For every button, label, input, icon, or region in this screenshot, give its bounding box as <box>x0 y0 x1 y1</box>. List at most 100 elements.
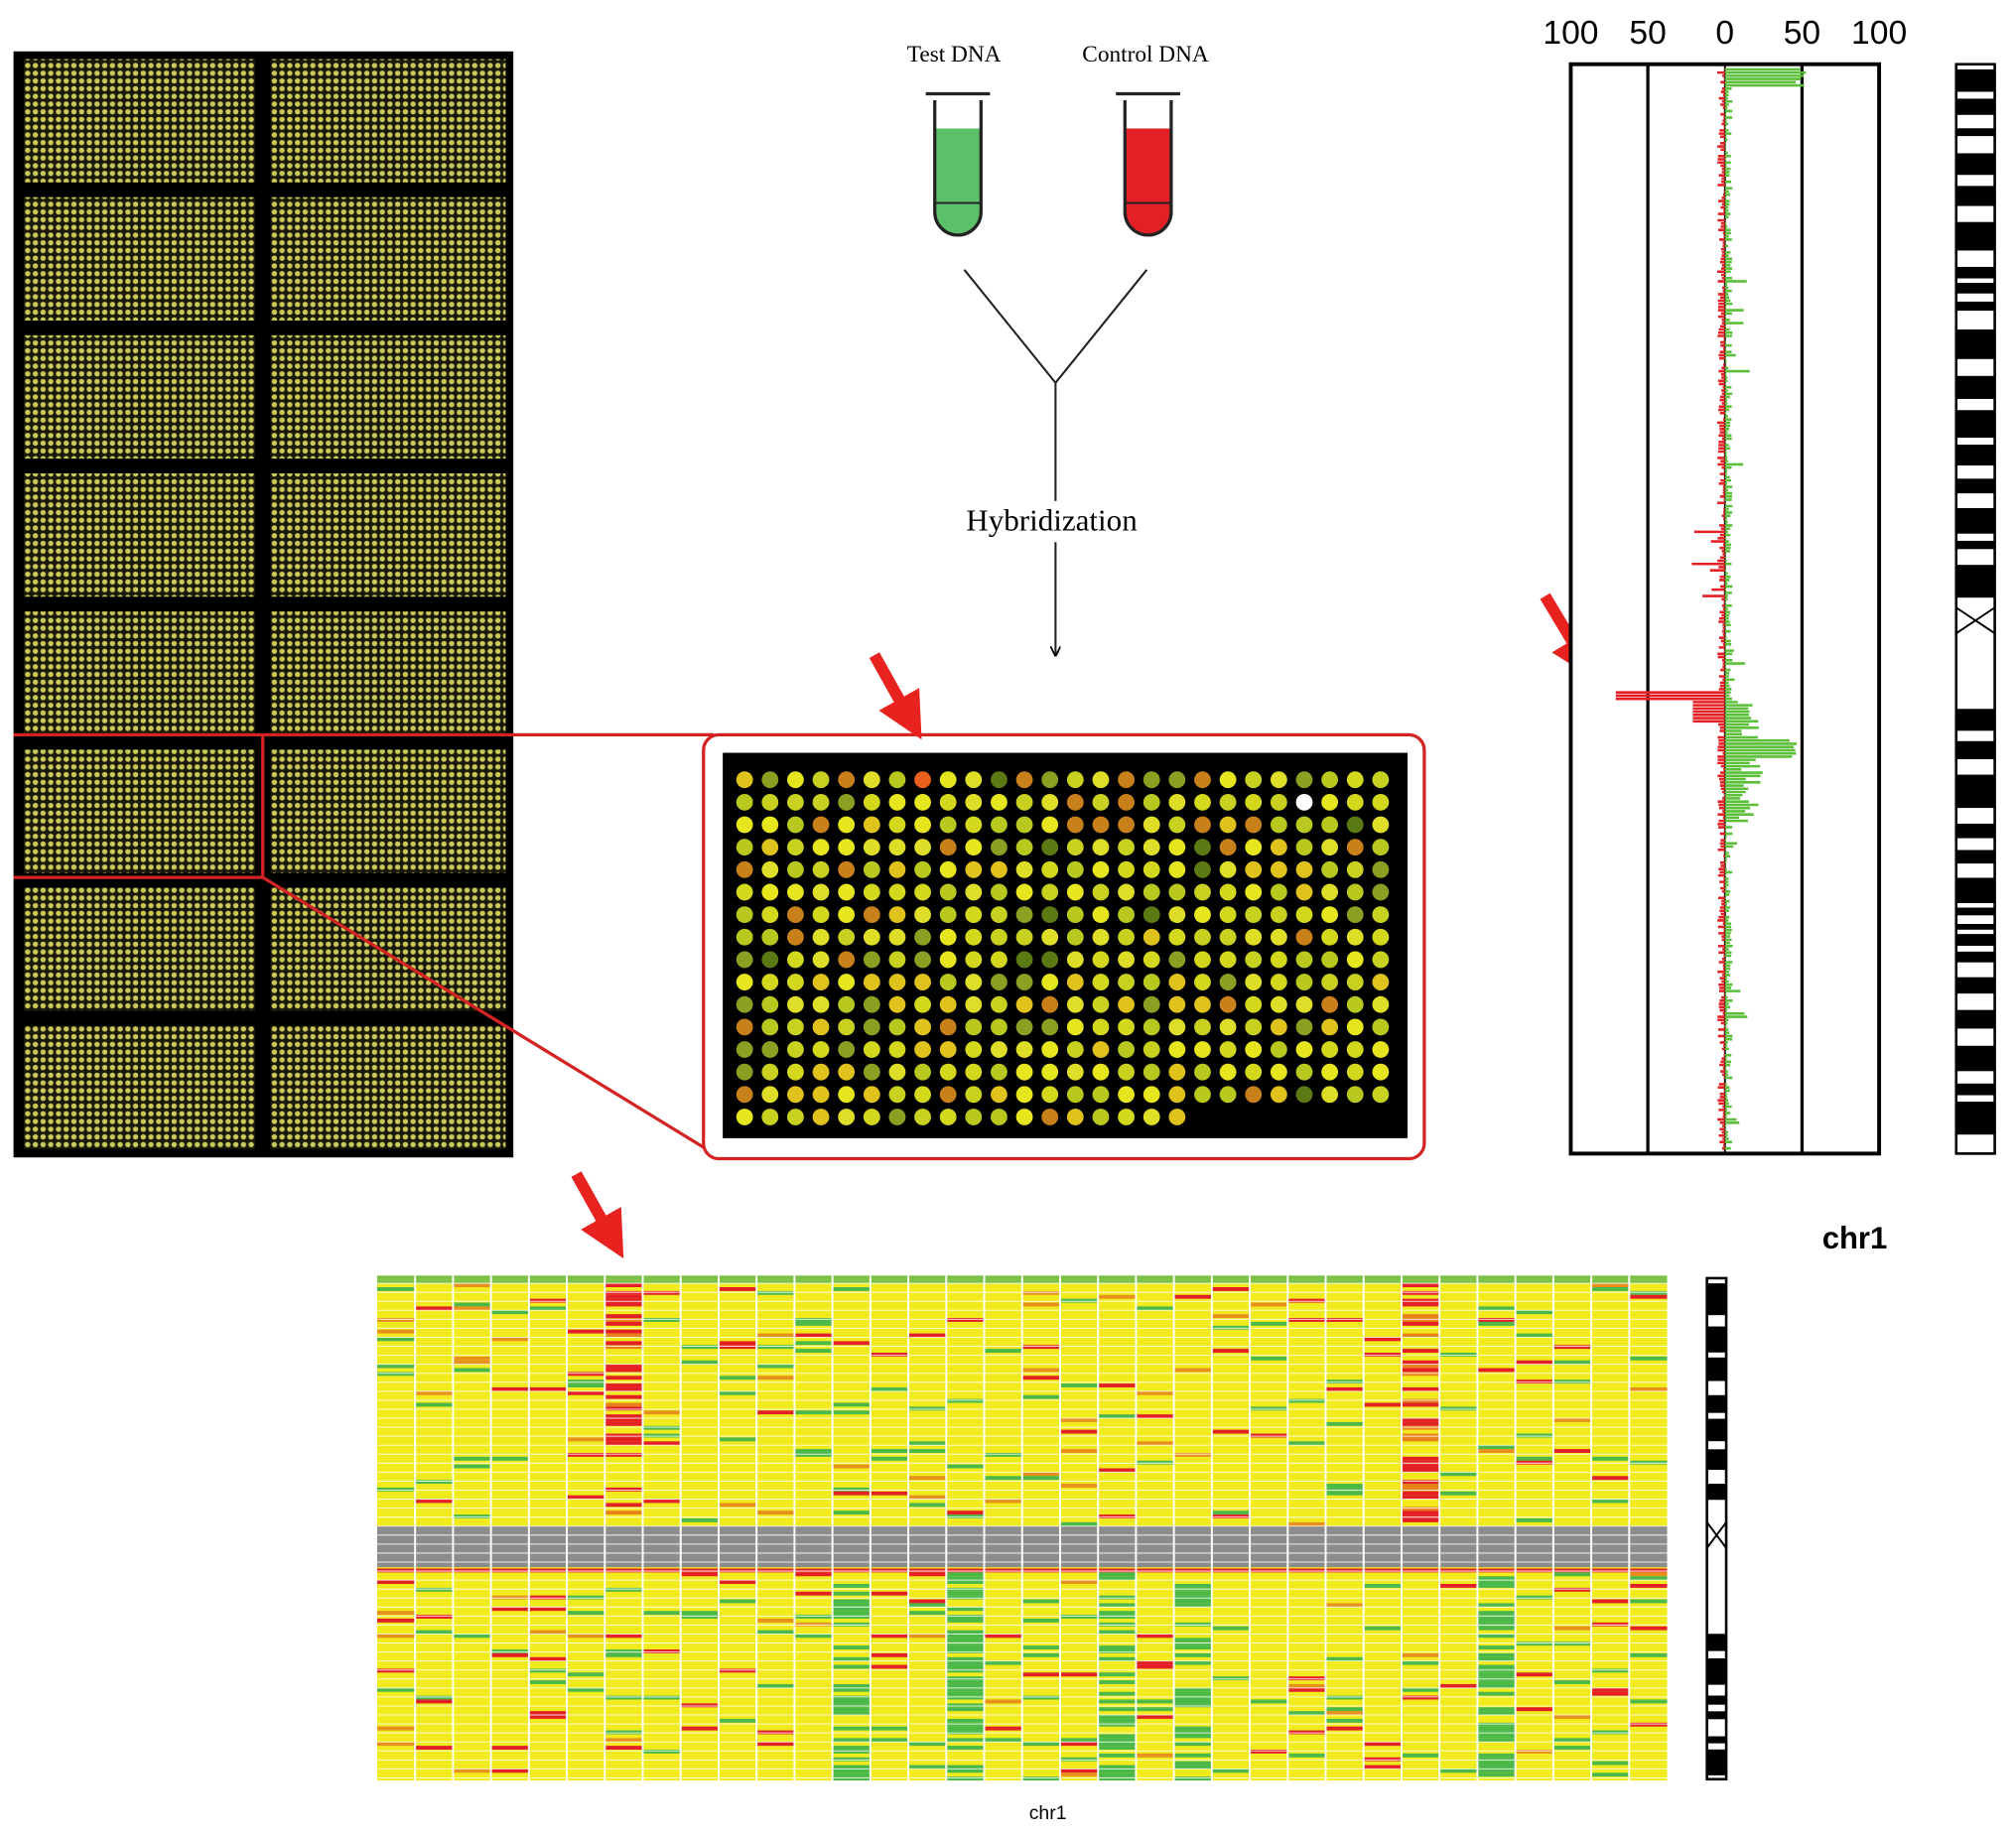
heat-cell <box>453 1302 491 1307</box>
spot <box>939 839 957 856</box>
spot <box>786 1063 804 1081</box>
spot <box>1295 1018 1313 1036</box>
heat-cell <box>1211 1314 1251 1319</box>
heat-cell <box>1059 1521 1099 1526</box>
spot <box>1245 793 1263 811</box>
heat-cell <box>605 1318 643 1322</box>
heat-cell <box>1173 1730 1212 1735</box>
heat-cell <box>1059 1279 1099 1284</box>
heat-cell <box>1363 1742 1402 1747</box>
spot <box>1295 906 1313 924</box>
heat-cell <box>1059 1429 1099 1434</box>
heat-cell <box>832 1622 871 1627</box>
heat-cell <box>1136 1441 1174 1446</box>
heat-cell <box>490 1649 529 1653</box>
spot <box>1092 995 1110 1013</box>
heat-cell <box>528 1568 568 1573</box>
spot <box>761 1109 779 1125</box>
spot <box>736 1086 753 1104</box>
heat-cell <box>946 1398 985 1403</box>
heat-cell <box>1287 1441 1326 1446</box>
heat-cell <box>832 1603 871 1608</box>
heat-cell <box>1211 1275 1251 1280</box>
heat-cell <box>1401 1368 1440 1373</box>
heat-cell <box>946 1703 985 1708</box>
heat-cell <box>946 1683 985 1688</box>
heat-cell <box>1477 1676 1516 1681</box>
heat-cell <box>946 1660 985 1665</box>
ideogram-band <box>1955 934 1995 947</box>
spot <box>1245 906 1263 924</box>
subarray <box>23 59 255 183</box>
heat-cell <box>605 1341 643 1346</box>
heat-cell <box>1477 1611 1516 1616</box>
spot <box>1092 1018 1110 1036</box>
spot <box>1372 816 1390 834</box>
spot <box>1092 951 1110 969</box>
heat-cell <box>1173 1595 1212 1600</box>
heat-cell <box>756 1333 795 1338</box>
spot <box>1092 816 1110 834</box>
heat-cell <box>642 1279 681 1284</box>
heat-cell <box>1211 1279 1251 1284</box>
profile-tick-label: 100 <box>1851 15 1907 52</box>
spot <box>786 1018 804 1036</box>
spot <box>812 1018 830 1036</box>
spot <box>1041 974 1059 990</box>
heatmap-ideogram <box>1705 1276 1728 1781</box>
heat-cell <box>1173 1703 1212 1708</box>
heat-cell <box>832 1687 871 1692</box>
ideogram-band <box>1955 565 1995 598</box>
heat-cell <box>1477 1576 1516 1581</box>
heat-cell <box>376 1618 416 1623</box>
heat-cell <box>1439 1275 1478 1280</box>
heat-cell <box>946 1580 985 1585</box>
heat-cell <box>1363 1402 1402 1407</box>
heat-cell <box>1173 1452 1212 1457</box>
heat-cell <box>1401 1514 1440 1518</box>
heat-cell <box>756 1376 795 1380</box>
heat-cell <box>1173 1591 1212 1596</box>
heat-cell <box>415 1568 454 1573</box>
spot <box>838 928 856 946</box>
spot <box>1372 883 1390 901</box>
spot <box>1372 839 1390 856</box>
spot <box>1346 860 1364 878</box>
spot <box>1066 1018 1084 1036</box>
spot <box>939 1018 957 1036</box>
spot <box>838 1063 856 1081</box>
heat-cell <box>1629 1722 1668 1727</box>
spot <box>1346 883 1364 901</box>
spot <box>863 1041 880 1058</box>
heat-cell <box>1477 1730 1516 1735</box>
heat-cell <box>1098 1718 1137 1723</box>
spot <box>1346 906 1364 924</box>
spot <box>1015 793 1033 811</box>
heat-cell <box>680 1611 719 1616</box>
spot <box>1066 995 1084 1013</box>
heat-cell <box>1136 1664 1174 1669</box>
heat-cell <box>832 1664 871 1669</box>
spot <box>1168 951 1186 969</box>
heat-cell <box>1515 1641 1553 1646</box>
heat-cell <box>1477 1769 1516 1773</box>
heat-cell <box>1021 1645 1060 1650</box>
heat-cell <box>605 1329 643 1334</box>
spot <box>939 928 957 946</box>
heat-cell <box>756 1410 795 1415</box>
spot <box>761 793 779 811</box>
heat-cell <box>946 1730 985 1735</box>
heat-cell <box>832 1615 871 1619</box>
ideogram-band <box>1955 740 1995 759</box>
heat-cell <box>1173 1742 1212 1747</box>
heat-cell <box>680 1568 719 1573</box>
heat-cell <box>1401 1275 1440 1280</box>
heat-cell <box>415 1699 454 1704</box>
heat-cell <box>1629 1626 1668 1631</box>
spot <box>1219 995 1237 1013</box>
heat-cell <box>756 1345 795 1350</box>
ideogram-band <box>1955 68 1995 92</box>
heat-cell <box>605 1402 643 1407</box>
heatmap-chromosome-label: chr1 <box>1029 1802 1067 1824</box>
